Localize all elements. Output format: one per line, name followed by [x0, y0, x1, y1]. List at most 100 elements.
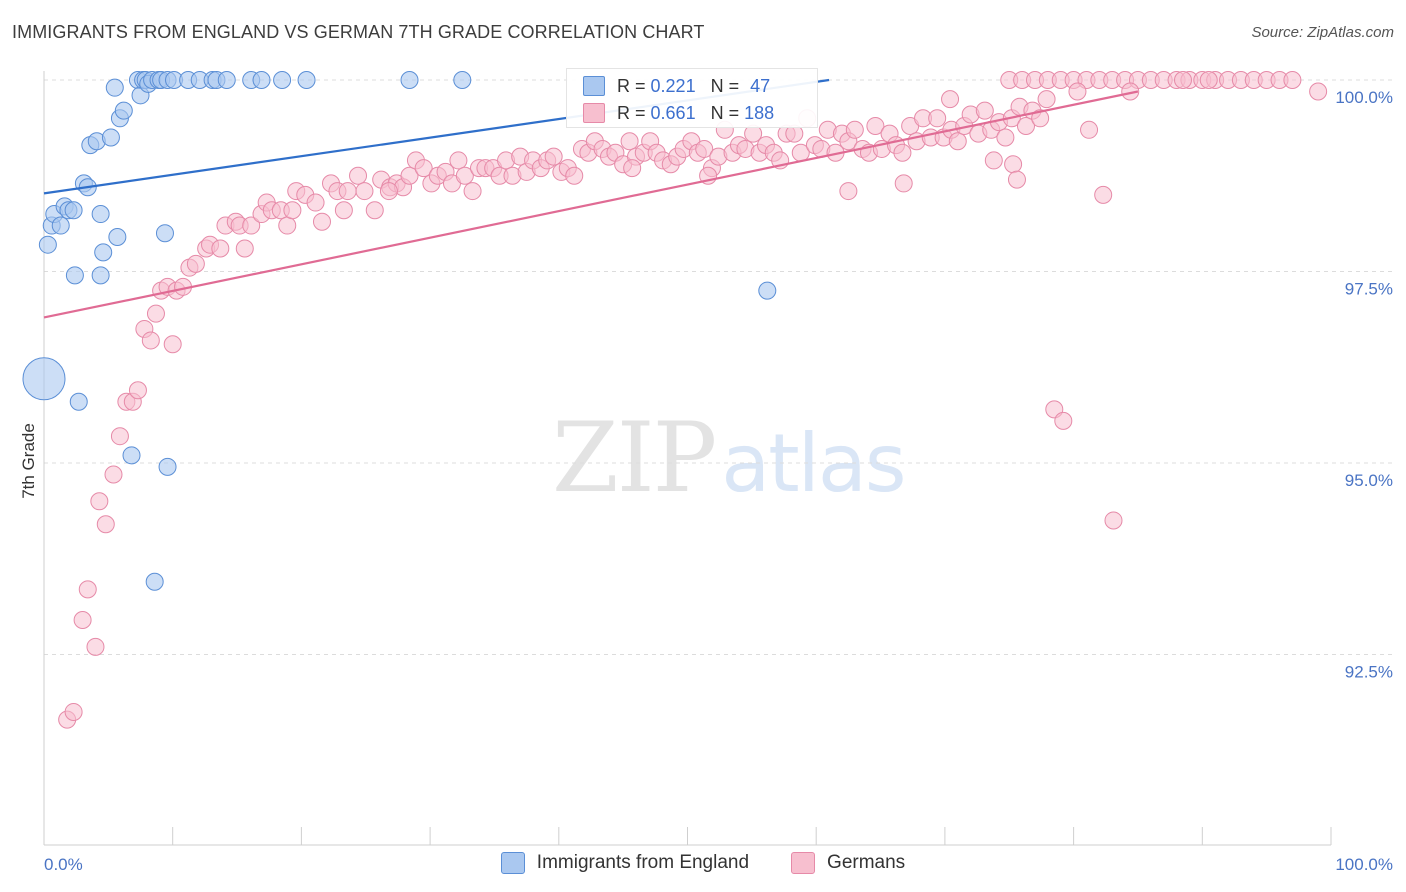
legend-swatch-england	[500, 852, 525, 874]
axis-labels: 100.0% 97.5% 95.0% 92.5% 0.0% 100.0% 7th Grade	[19, 88, 1393, 874]
germans-point	[839, 182, 858, 201]
england-point	[101, 128, 120, 147]
germans-point	[312, 212, 331, 231]
y-tick-label: 92.5%	[1345, 663, 1393, 682]
germans-point	[306, 193, 325, 212]
germans-point	[90, 492, 109, 511]
legend-item-germans[interactable]: Germans	[791, 852, 905, 874]
germans-point	[941, 90, 960, 109]
germans-point	[283, 201, 302, 220]
germans-point	[146, 304, 165, 323]
legend-n-value-germans: 188	[744, 102, 775, 123]
germans-trend-line	[43, 90, 1139, 319]
legend-swatch-germans	[583, 103, 605, 123]
england-point-large	[22, 357, 66, 401]
england-point	[155, 224, 174, 243]
germans-point	[78, 580, 97, 599]
x-tick-label: 0.0%	[44, 855, 83, 874]
england-point	[108, 228, 127, 247]
legend-r-value-england: 0.221	[650, 75, 696, 96]
germans-point	[414, 159, 433, 178]
y-tick-label: 95.0%	[1345, 471, 1393, 490]
axes	[43, 71, 1332, 846]
germans-point	[1104, 511, 1123, 530]
germans-point	[928, 109, 947, 128]
germans-point	[948, 132, 967, 151]
chart-title: IMMIGRANTS FROM ENGLAND VS GERMAN 7TH GR…	[12, 22, 705, 42]
england-point	[217, 71, 236, 89]
germans-point	[1037, 90, 1056, 109]
x-tick-label: 100.0%	[1335, 855, 1393, 874]
legend-n-label: N =	[710, 102, 740, 123]
germans-point	[1068, 82, 1087, 101]
germans-point	[623, 159, 642, 178]
germans-point	[449, 151, 468, 170]
england-point	[273, 71, 292, 89]
legend-n-label: N =	[710, 75, 740, 96]
germans-point	[278, 216, 297, 235]
germans-point	[845, 120, 864, 139]
germans-point	[1094, 185, 1113, 204]
england-point	[158, 457, 177, 476]
germans-point	[1283, 71, 1302, 89]
germans-point	[355, 182, 374, 201]
legend-row-england: R = 0.221 N = 47	[583, 75, 770, 97]
legend-n-value-england: 47	[750, 75, 771, 96]
legend-item-england[interactable]: Immigrants from England	[500, 852, 750, 874]
england-point	[122, 446, 141, 465]
england-point	[105, 78, 124, 97]
germans-point	[73, 611, 92, 630]
germans-point	[110, 427, 129, 446]
germans-point	[1054, 411, 1073, 430]
germans-point	[96, 515, 115, 534]
germans-point	[620, 132, 639, 151]
germans-point	[695, 139, 714, 158]
y-tick-label: 97.5%	[1345, 280, 1393, 299]
germans-point	[349, 166, 368, 185]
england-point	[91, 266, 110, 285]
england-point	[400, 71, 419, 89]
england-point	[38, 235, 57, 254]
germans-point	[365, 201, 384, 220]
series-legend: Immigrants from England Germans	[0, 852, 1406, 874]
england-point	[453, 71, 472, 89]
england-point	[64, 201, 83, 220]
legend-r-value-germans: 0.661	[650, 102, 696, 123]
legend-label-england: Immigrants from England	[536, 852, 750, 873]
germans-point	[975, 101, 994, 120]
germans-point	[1309, 82, 1328, 101]
germans-point	[141, 331, 160, 350]
y-tick-label: 100.0%	[1335, 88, 1393, 107]
germans-point	[400, 166, 419, 185]
germans-point	[128, 381, 147, 400]
legend-swatch-england	[583, 76, 605, 96]
england-point	[297, 71, 316, 89]
england-point	[65, 266, 84, 285]
legend-r-label: R =	[617, 102, 646, 123]
germans-point	[1080, 120, 1099, 139]
germans-point	[1016, 116, 1035, 135]
germans-point	[64, 702, 83, 721]
germans-point	[463, 182, 482, 201]
legend-swatch-germans	[791, 852, 816, 874]
germans-point	[211, 239, 230, 258]
germans-point	[1031, 109, 1050, 128]
germans-point	[86, 637, 105, 656]
germans-point	[1121, 82, 1140, 101]
germans-point	[544, 147, 563, 166]
legend-r-label: R =	[617, 75, 646, 96]
germans-point	[893, 143, 912, 162]
germans-point	[866, 116, 885, 135]
germans-point	[1004, 155, 1023, 174]
england-point	[758, 281, 777, 300]
correlation-legend: R = 0.221 N = 47 R = 0.661 N = 188	[566, 68, 818, 128]
england-point	[252, 71, 271, 89]
germans-point	[104, 465, 123, 484]
germans-point	[379, 182, 398, 201]
germans-point	[186, 254, 205, 273]
watermark: ZIPatlas	[552, 402, 907, 514]
germans-point	[334, 201, 353, 220]
germans-point	[455, 166, 474, 185]
germans-point	[984, 151, 1003, 170]
